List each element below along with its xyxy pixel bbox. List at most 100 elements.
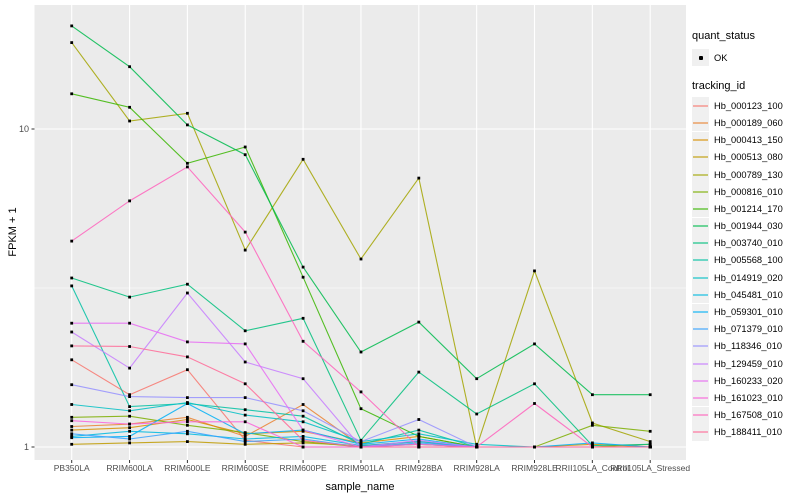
data-point: [186, 340, 189, 344]
legend-line-icon: [693, 311, 708, 314]
data-point: [128, 321, 131, 325]
data-point: [359, 442, 363, 446]
data-point: [591, 421, 594, 425]
data-point: [301, 445, 305, 449]
x-tick-label: RRIM928LA: [453, 463, 500, 473]
legend-label: Hb_160233_020: [714, 375, 783, 386]
data-point: [70, 24, 74, 28]
x-tick-label: RRIM600LE: [164, 463, 211, 473]
data-point: [70, 276, 74, 280]
data-point: [648, 445, 652, 449]
legend-line-icon: [693, 345, 708, 348]
legend-entry: Hb_000123_100: [692, 97, 798, 115]
data-point: [128, 345, 131, 348]
legend-entry: Hb_188411_010: [692, 423, 798, 441]
data-point: [186, 429, 189, 433]
legend-entry: Hb_003740_010: [692, 234, 798, 252]
legend-line-icon: [693, 121, 708, 124]
data-point: [591, 393, 594, 397]
data-point: [70, 403, 74, 406]
legend-key-swatch: [692, 320, 709, 338]
legend-entry: Hb_001944_030: [692, 217, 798, 235]
data-point: [128, 414, 131, 418]
legend-key-swatch: [692, 114, 709, 132]
data-point: [648, 440, 652, 443]
data-point: [533, 342, 536, 346]
legend-key-swatch: [692, 97, 709, 115]
data-point: [301, 435, 305, 438]
legend-entry: Hb_005568_100: [692, 251, 798, 269]
data-point: [243, 408, 247, 412]
data-point: [70, 428, 74, 432]
legend-label: Hb_129459_010: [714, 358, 783, 369]
legend-label: Hb_118346_010: [714, 341, 783, 352]
legend-entry: Hb_000816_010: [692, 183, 798, 201]
legend-line-icon: [693, 139, 708, 142]
data-point: [186, 423, 189, 427]
data-point: [128, 422, 131, 426]
data-point: [301, 409, 305, 413]
legend-line-icon: [693, 190, 708, 193]
legend-line-icon: [693, 276, 708, 279]
data-point: [533, 402, 536, 405]
data-point: [359, 390, 363, 394]
data-point: [186, 415, 189, 419]
legend-label: Hb_014919_020: [714, 272, 783, 283]
y-tick-label: 1: [23, 442, 29, 452]
legend-line-icon: [693, 362, 708, 365]
data-point: [70, 344, 74, 348]
legend-key-swatch: [692, 234, 709, 252]
data-point: [359, 407, 363, 411]
legend-line-icon: [693, 173, 708, 176]
data-point: [243, 342, 247, 346]
data-point: [243, 329, 247, 333]
legend-key-swatch: [692, 148, 709, 166]
data-point: [128, 393, 131, 397]
legend-entry: Hb_071379_010: [692, 320, 798, 338]
legend-label: Hb_003740_010: [714, 238, 783, 249]
legend-key-swatch: [692, 183, 709, 201]
legend-key-swatch: [692, 286, 709, 304]
legend-entry: Hb_000189_060: [692, 114, 798, 132]
legend-line-icon: [693, 328, 708, 331]
y-tick-label: 10: [18, 124, 29, 134]
data-point: [70, 415, 74, 419]
legend-label: Hb_071379_010: [714, 324, 783, 335]
data-point: [417, 418, 421, 421]
legend-line-icon: [693, 396, 708, 399]
data-point: [359, 257, 363, 261]
data-point: [243, 435, 247, 438]
data-point: [128, 119, 131, 123]
legend-label: Hb_005568_100: [714, 255, 783, 266]
data-point: [301, 377, 305, 381]
data-point: [186, 111, 189, 115]
data-point: [301, 420, 305, 424]
x-tick-label: RRIM600SE: [221, 463, 269, 473]
legend-label: Hb_045481_010: [714, 289, 783, 300]
legend-label: Hb_188411_010: [714, 427, 783, 438]
x-tick-label: RRII105LA_Control: [555, 463, 630, 473]
y-axis-title: FPKM + 1: [7, 207, 19, 257]
data-point: [359, 445, 363, 449]
legend-label: Hb_001214_170: [714, 203, 783, 214]
data-point: [186, 440, 189, 443]
data-point: [359, 350, 363, 354]
data-point: [186, 402, 189, 405]
legend-entry: Hb_129459_010: [692, 355, 798, 373]
data-point: [70, 436, 74, 440]
legend-line-icon: [693, 293, 708, 296]
x-tick-label: RRIM928LE: [511, 463, 558, 473]
data-point: [186, 282, 189, 286]
legend-entry: Hb_118346_010: [692, 337, 798, 355]
legend-line-icon: [693, 259, 708, 262]
data-point: [243, 153, 247, 157]
legend-label: Hb_000189_060: [714, 117, 783, 128]
data-point: [301, 275, 305, 279]
legend-line-icon: [693, 225, 708, 228]
data-point: [128, 405, 131, 408]
data-point: [243, 413, 247, 417]
legend-entry: Hb_000413_150: [692, 131, 798, 149]
data-point: [591, 445, 594, 449]
legend-key-swatch: [692, 269, 709, 287]
legend-label: Hb_161023_010: [714, 392, 783, 403]
